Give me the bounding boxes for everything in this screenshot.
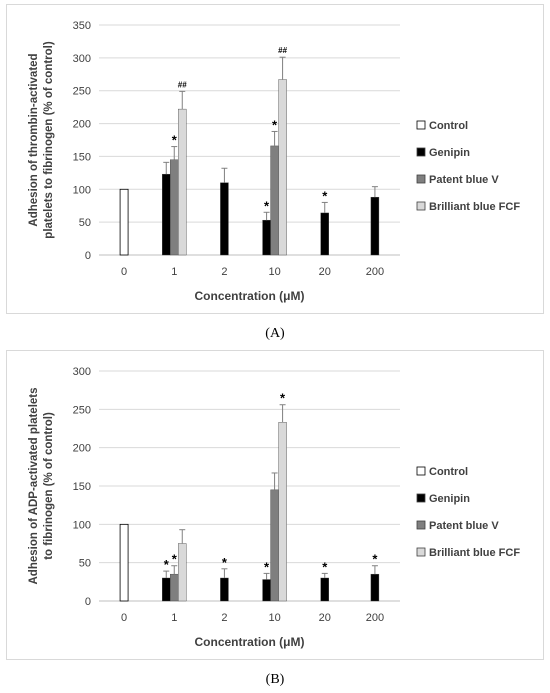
ca-bar-genipin [220,182,229,256]
ca-ytick-label: 250 [73,86,91,98]
ca-significance-mark: * [172,133,178,148]
ca-ytick-label: 300 [73,53,91,65]
ca-bar-genipin [162,173,171,256]
cb-bar-patent-blue-v [270,489,279,602]
cb-significance-mark: * [264,559,270,574]
ca-ytick-label: 100 [73,184,91,196]
ca-legend-label: Patent blue V [429,174,499,186]
ca-legend-label: Control [429,120,468,132]
ca-bar-genipin [370,196,380,256]
cb-ytick-label: 250 [73,404,91,416]
cb-bar-genipin [220,577,229,602]
cb-bar-genipin [370,573,380,602]
cb-significance-mark: * [172,552,178,567]
cb-bar-brilliant-blue-fcf [278,422,287,602]
cb-ytick-label: 100 [73,519,91,531]
cb-ytick-label: 150 [73,481,91,493]
cb-xtick-label: 2 [221,612,227,624]
ca-ylabel-line: Adhesion of thrombin-activated [28,53,40,226]
ca-significance-mark: ## [178,80,187,89]
cb-ylabel-line: Adhesion of ADP-activated platelets [28,387,40,584]
ca-bar-brilliant-blue-fcf [178,108,187,256]
cb-legend-swatch [416,493,426,503]
ca-ytick-label: 150 [73,151,91,163]
cb-legend-label: Brilliant blue FCF [429,547,520,559]
ca-bar-genipin [262,219,271,256]
cb-significance-mark: * [372,552,378,567]
ca-ytick-label: 350 [73,20,91,32]
cb-legend-label: Patent blue V [429,520,499,532]
ca-bar-patent-blue-v [270,145,279,256]
ca-significance-mark: ## [278,46,287,55]
cb-ytick-label: 50 [79,558,91,570]
ca-xtick-label: 20 [319,266,331,278]
cb-ytick-label: 200 [73,443,91,455]
ca-ytick-label: 0 [85,250,91,262]
cb-xtick-label: 1 [171,612,177,624]
cb-bar-genipin [162,577,171,602]
ca-significance-mark: * [264,198,270,213]
cb-ylabel-line: to fibrinogen (% of control) [43,412,55,560]
ca-bar-control [119,188,129,256]
ca-legend-swatch [416,201,426,211]
cb-significance-mark: * [322,559,328,574]
cb-bar-control [119,523,129,602]
cb-bar-genipin [262,579,271,602]
cb-bar-patent-blue-v [170,573,179,602]
ca-ytick-label: 50 [79,217,91,229]
ca-legend-label: Brilliant blue FCF [429,201,520,213]
cb-legend-swatch [416,520,426,530]
cb-xtick-label: 10 [268,612,280,624]
cb-bar-genipin [320,577,329,602]
cb-significance-mark: * [280,391,286,406]
cb-xtick-label: 0 [121,612,127,624]
ca-xtick-label: 0 [121,266,127,278]
cb-significance-mark: * [222,555,228,570]
cb-legend-label: Control [429,466,468,478]
ca-xtick-label: 2 [221,266,227,278]
ca-xtick-label: 10 [268,266,280,278]
ca-bar-patent-blue-v [170,159,179,256]
ca-bar-genipin [320,212,329,256]
chart-a-svg: 0 50 100 150 200 250 300 350 0 1 2 10 20 200 * ## * * ## * A… [28,20,520,303]
ca-significance-mark: * [322,188,328,203]
panel-label-a: (A) [265,326,285,341]
ca-legend-swatch [416,147,426,157]
cb-ytick-label: 0 [85,596,91,608]
chart-panel-b: 0 50 100 150 200 250 300 0 1 2 10 20 200 * * * * * * * Adhes… [6,350,544,660]
cb-xtick-label: 200 [366,612,384,624]
cb-bar-brilliant-blue-fcf [178,543,187,602]
ca-xtick-label: 200 [366,266,384,278]
cb-legend-swatch [416,466,426,476]
ca-legend-swatch [416,174,426,184]
ca-legend-label: Genipin [429,147,470,159]
ca-bar-brilliant-blue-fcf [278,79,287,256]
ca-ytick-label: 200 [73,119,91,131]
cb-legend-swatch [416,547,426,557]
cb-xtick-label: 20 [319,612,331,624]
panel-label-b: (B) [265,672,285,687]
ca-significance-mark: * [272,117,278,132]
cb-xlabel: Concentration (μM) [195,635,305,649]
cb-significance-mark: * [164,557,170,572]
ca-legend-swatch [416,120,426,130]
ca-xtick-label: 1 [171,266,177,278]
ca-xlabel: Concentration (μM) [195,289,305,303]
cb-ytick-label: 300 [73,366,91,378]
cb-legend-label: Genipin [429,493,470,505]
chart-panel-a: 0 50 100 150 200 250 300 350 0 1 2 10 20 200 * ## * * ## * A… [6,4,544,314]
ca-ylabel-line: platelets to fibrinogen (% of control) [43,41,55,239]
